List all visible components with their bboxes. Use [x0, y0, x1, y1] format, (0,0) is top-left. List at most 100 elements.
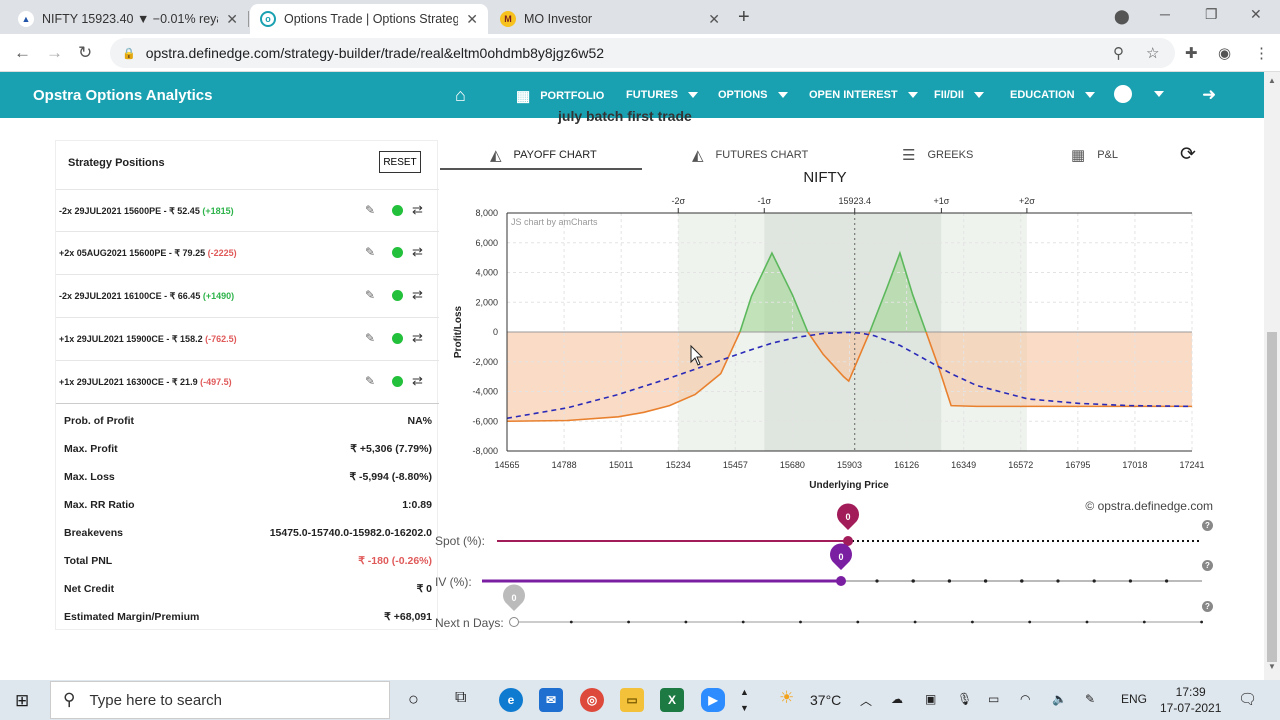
- swap-icon[interactable]: ⇄: [412, 202, 423, 217]
- nav-options[interactable]: OPTIONS: [718, 89, 788, 101]
- taskbar-scroll-icon[interactable]: ▲ ▼: [740, 687, 749, 713]
- y-tick-label: -4,000: [472, 387, 498, 397]
- volume-icon[interactable]: 🔈: [1052, 692, 1067, 706]
- nav-user[interactable]: [1114, 85, 1164, 103]
- cortana-icon[interactable]: ○: [408, 689, 419, 709]
- task-view-icon[interactable]: ⧉: [455, 689, 467, 706]
- language-indicator[interactable]: ENG: [1121, 692, 1148, 706]
- reload-icon[interactable]: ↻: [78, 43, 93, 62]
- iv-tick: [1165, 579, 1169, 583]
- mail-icon[interactable]: ✉: [539, 688, 563, 712]
- wifi-icon[interactable]: ◠: [1020, 692, 1031, 706]
- iv-slider-ticks: [875, 579, 1169, 583]
- position-row: -2x 29JUL2021 16100CE - ₹ 66.45 (+1490) …: [56, 274, 439, 316]
- pen-icon[interactable]: ✎: [1085, 692, 1096, 706]
- zoom-icon[interactable]: ▶: [701, 688, 725, 712]
- iv-slider-handle[interactable]: [836, 576, 846, 586]
- tab-close-icon[interactable]: ✕: [708, 10, 720, 27]
- active-toggle[interactable]: [392, 333, 403, 344]
- home-icon[interactable]: ⌂: [455, 85, 466, 105]
- forward-icon[interactable]: →: [46, 43, 63, 62]
- amcharts-credit[interactable]: JS chart by amCharts: [511, 217, 598, 227]
- help-icon[interactable]: ?: [1202, 601, 1213, 612]
- x-axis-label: Underlying Price: [809, 480, 889, 491]
- extensions-icon[interactable]: ✚: [1185, 45, 1198, 62]
- search-icon: ⚲: [63, 690, 76, 709]
- help-icon[interactable]: ?: [1202, 520, 1213, 531]
- chevron-up-icon[interactable]: ︿: [860, 694, 873, 708]
- edge-icon[interactable]: e: [499, 688, 523, 712]
- payoff-lines: [506, 250, 1193, 423]
- reset-button[interactable]: RESET: [379, 151, 421, 173]
- restore-icon[interactable]: ❐: [1205, 6, 1218, 22]
- edit-icon[interactable]: ✎: [365, 245, 376, 259]
- chrome-icon[interactable]: ◎: [580, 688, 604, 712]
- browser-tab-opstra[interactable]: o Options Trade | Options Strategy ✕: [250, 4, 488, 34]
- url-bar[interactable]: 🔒 opstra.definedge.com/strategy-builder/…: [110, 38, 1175, 68]
- active-toggle[interactable]: [392, 247, 403, 258]
- windows-start-icon[interactable]: ⊞: [15, 691, 30, 710]
- tab-payoff-chart[interactable]: ◭ PAYOFF CHART: [490, 146, 597, 164]
- active-toggle[interactable]: [392, 290, 403, 301]
- taskbar-clock[interactable]: 17:39 17-07-2021: [1160, 684, 1221, 716]
- excel-icon[interactable]: X: [660, 688, 684, 712]
- browser-tab-mo-investor[interactable]: M MO Investor ✕: [490, 4, 730, 34]
- back-icon[interactable]: ←: [14, 43, 31, 62]
- nav-fii-dii[interactable]: FII/DII: [934, 89, 984, 101]
- browser-tab-nifty[interactable]: ▲ NIFTY 15923.40 ▼ −0.01% reyaat ✕: [8, 4, 248, 34]
- nav-open-interest[interactable]: OPEN INTEREST: [809, 89, 918, 101]
- nav-portfolio[interactable]: ▦ PORTFOLIO: [516, 87, 604, 105]
- zoom-search-icon[interactable]: ⚲: [1113, 45, 1124, 62]
- nav-education[interactable]: EDUCATION: [1010, 89, 1095, 101]
- swap-icon[interactable]: ⇄: [412, 373, 423, 388]
- weather-temperature[interactable]: 37°C: [810, 692, 842, 708]
- page-scrollbar[interactable]: ▲ ▼: [1264, 72, 1280, 680]
- nav-futures[interactable]: FUTURES: [626, 89, 698, 101]
- swap-icon[interactable]: ⇄: [412, 244, 423, 259]
- new-tab-icon[interactable]: +: [738, 6, 750, 28]
- browser-menu-icon[interactable]: ⋮: [1254, 45, 1269, 62]
- sigma-label: -2σ: [671, 196, 685, 206]
- swap-icon[interactable]: ⇄: [412, 330, 423, 345]
- active-toggle[interactable]: [392, 376, 403, 387]
- scroll-up-icon[interactable]: ▲: [1268, 76, 1276, 85]
- days-tick: [1085, 620, 1089, 624]
- minimize-icon[interactable]: ─: [1160, 6, 1170, 22]
- meet-now-icon[interactable]: ▣: [925, 692, 937, 706]
- swap-icon[interactable]: ⇄: [412, 287, 423, 302]
- tab-title: NIFTY 15923.40 ▼ −0.01% reyaat: [42, 12, 219, 26]
- tab-futures-chart[interactable]: ◭ FUTURES CHART: [692, 146, 808, 164]
- file-explorer-icon[interactable]: ▭: [620, 688, 644, 712]
- cloud-icon[interactable]: ☁: [891, 692, 903, 706]
- scroll-down-icon[interactable]: ▼: [1268, 662, 1276, 671]
- logout-icon[interactable]: ➜: [1202, 85, 1217, 104]
- profile-avatar-icon[interactable]: ◉: [1218, 45, 1232, 62]
- active-toggle[interactable]: [392, 205, 403, 216]
- tab-title: Options Trade | Options Strategy: [284, 12, 459, 26]
- tab-pnl[interactable]: ▦ P&L: [1071, 146, 1118, 164]
- edit-icon[interactable]: ✎: [365, 288, 376, 302]
- close-window-icon[interactable]: ✕: [1250, 6, 1262, 22]
- spot-value: 0: [845, 512, 850, 522]
- edit-icon[interactable]: ✎: [365, 374, 376, 388]
- tab-close-icon[interactable]: ✕: [466, 10, 478, 27]
- profile-down-icon[interactable]: ⬤: [1114, 8, 1130, 24]
- bookmark-star-icon[interactable]: ☆: [1146, 45, 1160, 62]
- edit-icon[interactable]: ✎: [365, 331, 376, 345]
- microphone-icon[interactable]: 🎙: [957, 692, 973, 706]
- notifications-icon[interactable]: 🗨: [1238, 691, 1258, 708]
- refresh-button[interactable]: ⟳: [1180, 143, 1196, 166]
- days-tick: [971, 620, 974, 624]
- spot-slider-handle[interactable]: [843, 536, 853, 546]
- days-slider-handle[interactable]: [509, 617, 519, 627]
- search-placeholder: Type here to search: [89, 691, 223, 709]
- help-icon[interactable]: ?: [1202, 560, 1213, 571]
- taskbar-search[interactable]: ⚲ Type here to search: [50, 681, 390, 719]
- edit-icon[interactable]: ✎: [365, 203, 376, 217]
- tab-greeks[interactable]: ☰ GREEKS: [902, 146, 973, 164]
- scrollbar-thumb[interactable]: [1267, 332, 1277, 662]
- tab-close-icon[interactable]: ✕: [226, 10, 238, 27]
- tab-title: MO Investor: [524, 12, 593, 26]
- battery-icon[interactable]: ▭: [988, 692, 1000, 706]
- app-brand[interactable]: Opstra Options Analytics: [33, 87, 213, 104]
